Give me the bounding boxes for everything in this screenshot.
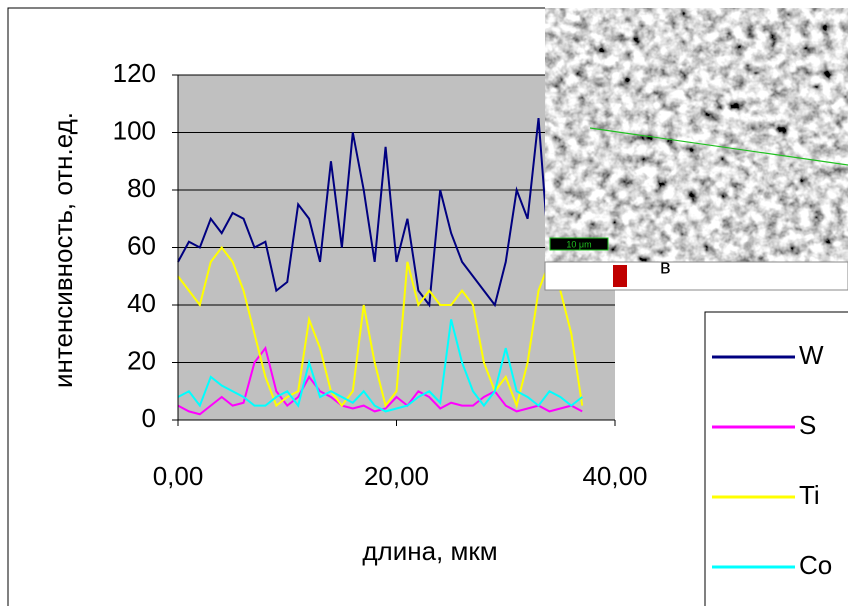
series-line — [177, 245, 584, 409]
legend-label: W — [799, 340, 824, 370]
scale-text: 10 μm — [566, 239, 591, 249]
x-tick-label: 20,00 — [364, 461, 429, 491]
legend-label: Ti — [799, 480, 820, 510]
lines — [177, 118, 584, 416]
y-tick-label: 40 — [127, 288, 156, 318]
y-tick-label: 20 — [127, 345, 156, 375]
y-tick-label: 120 — [113, 58, 156, 88]
scan-line — [589, 127, 848, 166]
series-line — [177, 118, 583, 308]
legend-label: Co — [799, 550, 832, 580]
info-strip — [544, 261, 848, 291]
y-tick-label: 100 — [113, 115, 156, 145]
x-tick-label: 40,00 — [582, 461, 647, 491]
y-axis-label: интенсивность, отн.ед. — [48, 112, 78, 388]
chart-frame — [7, 7, 545, 606]
x-tick-label: 0,00 — [153, 461, 204, 491]
axes: 0 20 40 60 80 100 120 0,00 20,00 40,00 — [113, 58, 648, 491]
y-tick-label: 80 — [127, 173, 156, 203]
panel-label: в — [660, 256, 671, 278]
series-line — [177, 345, 583, 416]
series-line — [177, 319, 583, 413]
y-tick-label: 60 — [127, 230, 156, 260]
y-tick-label: 0 — [142, 403, 156, 433]
inset-image: 10 μm в — [544, 8, 848, 291]
x-axis-label: длина, мкм — [362, 536, 497, 566]
logo — [613, 265, 627, 287]
legend-label: S — [799, 410, 816, 440]
legend: W S Ti Co — [712, 340, 832, 580]
scale-bar — [549, 237, 609, 251]
legend-box — [704, 311, 848, 611]
sem-image — [545, 8, 848, 262]
